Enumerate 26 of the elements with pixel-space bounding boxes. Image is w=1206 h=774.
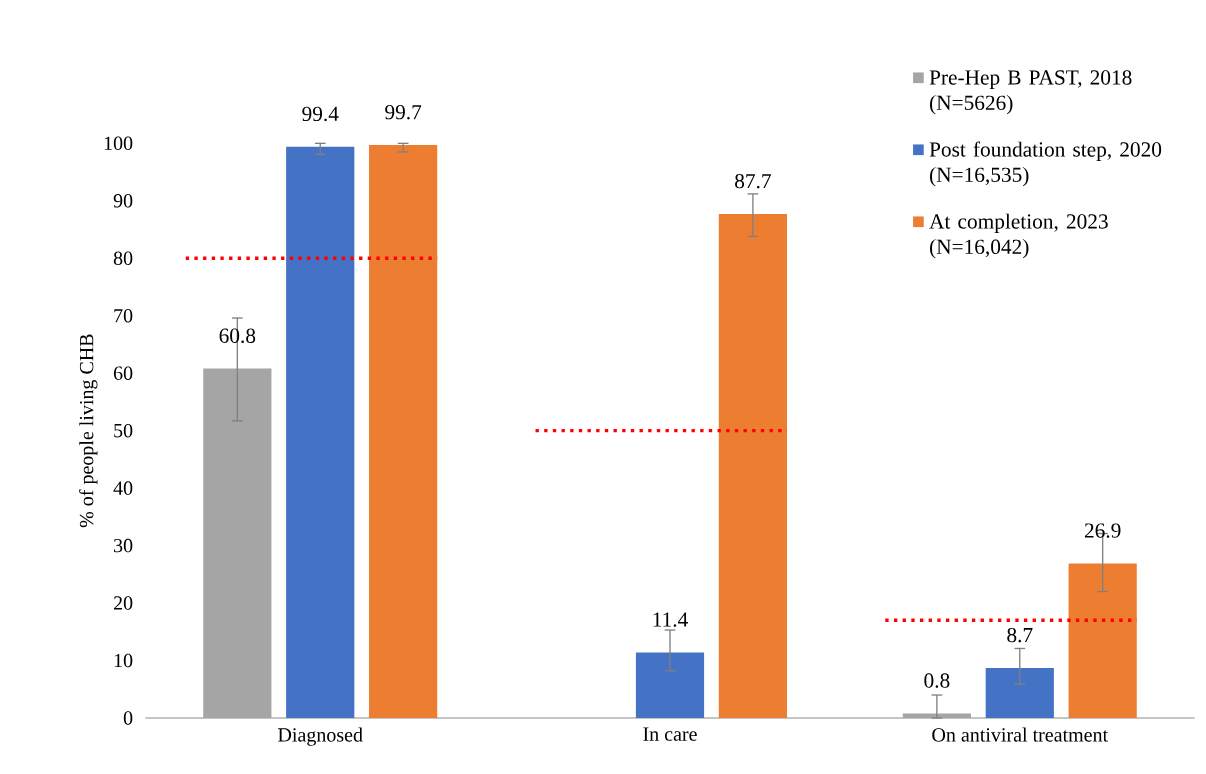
y-axis-title: % of people living CHB bbox=[79, 334, 98, 528]
data-label: 0.8 bbox=[924, 673, 950, 688]
x-tick-label: Diagnosed bbox=[278, 727, 363, 746]
y-tick-label: 60 bbox=[113, 366, 133, 380]
y-tick-label: 50 bbox=[114, 423, 133, 438]
y-tick-label: 20 bbox=[113, 596, 133, 610]
data-label: 99.7 bbox=[385, 105, 422, 120]
legend-label: Post foundation step, 2020 (N=16,535) bbox=[929, 141, 1162, 187]
data-label: 26.9 bbox=[1084, 523, 1121, 538]
y-tick-label: 40 bbox=[113, 481, 133, 495]
data-label: 8.7 bbox=[1007, 627, 1033, 643]
y-tick-label: 0 bbox=[123, 711, 133, 725]
x-tick-label: On antiviral treatment bbox=[932, 727, 1108, 742]
y-tick-label: 30 bbox=[114, 538, 133, 553]
legend-label: At completion, 2023 (N=16,042) bbox=[929, 213, 1108, 259]
y-tick-label: 100 bbox=[104, 136, 133, 151]
data-label: 11.4 bbox=[653, 612, 688, 627]
data-label: 87.7 bbox=[735, 173, 771, 189]
x-tick-label: In care bbox=[643, 727, 697, 741]
legend-label: Pre-Hep B PAST, 2018 (N=5626) bbox=[929, 70, 1132, 115]
y-tick-label: 70 bbox=[114, 308, 133, 323]
y-tick-label: 90 bbox=[113, 194, 133, 208]
data-label: 60.8 bbox=[219, 328, 256, 343]
y-tick-label: 80 bbox=[113, 251, 133, 265]
data-label: 99.4 bbox=[302, 106, 339, 122]
y-tick-label: 10 bbox=[114, 653, 133, 668]
